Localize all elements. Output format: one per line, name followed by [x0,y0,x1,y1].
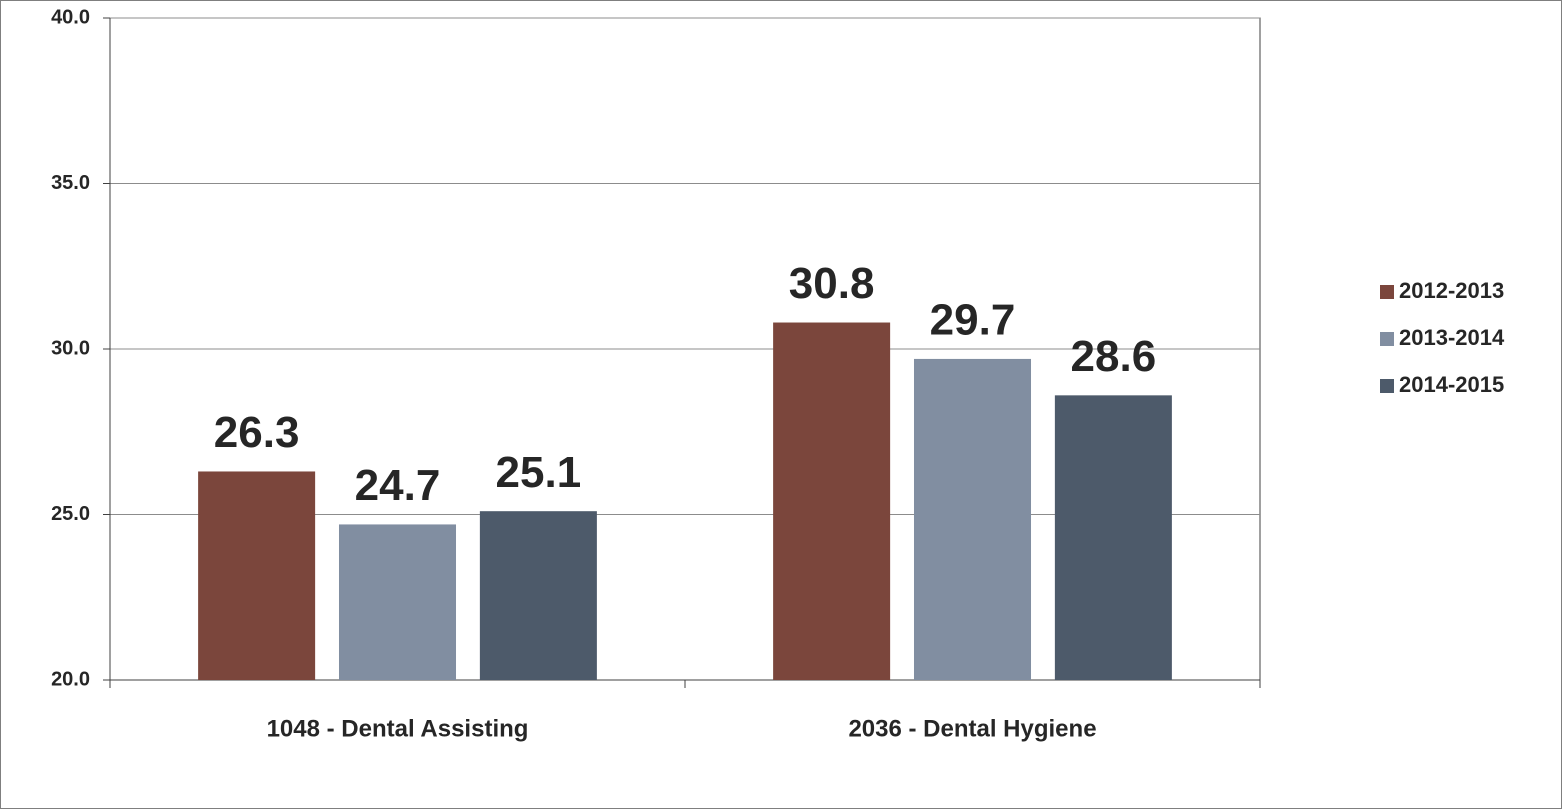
legend-swatch [1380,379,1394,393]
data-label: 24.7 [355,461,441,510]
legend-swatch [1380,332,1394,346]
x-tick-label: 1048 - Dental Assisting [267,715,529,742]
y-tick-label: 30.0 [51,337,90,359]
legend-swatch [1380,285,1394,299]
legend-label: 2013-2014 [1399,325,1505,350]
data-label: 29.7 [930,296,1016,345]
legend-label: 2012-2013 [1399,278,1504,303]
bar [198,471,316,680]
x-tick-label: 2036 - Dental Hygiene [848,715,1096,742]
data-label: 30.8 [789,259,875,308]
data-label: 25.1 [496,448,582,497]
bar [338,524,457,680]
bar [1054,395,1172,680]
legend-label: 2014-2015 [1399,372,1504,397]
bar [479,511,597,680]
data-label: 28.6 [1071,332,1157,381]
y-tick-label: 40.0 [51,6,90,28]
bar [773,322,891,680]
y-tick-label: 25.0 [51,503,90,525]
y-tick-label: 20.0 [51,668,90,690]
bar [913,358,1032,680]
y-tick-label: 35.0 [51,172,90,194]
data-label: 26.3 [214,408,300,457]
